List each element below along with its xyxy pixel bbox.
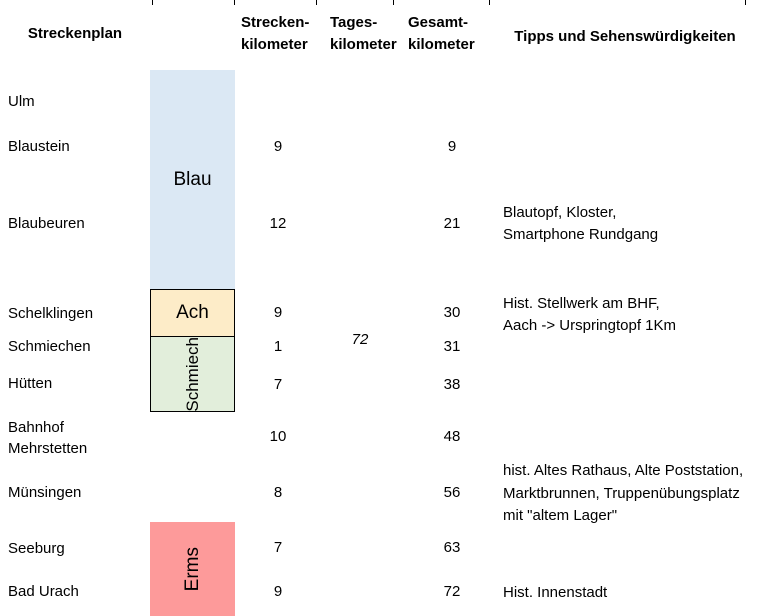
strecken-km-schelklingen: 9 (273, 304, 283, 321)
strecken-km-huetten: 7 (273, 376, 283, 393)
strecken-km-muensingen: 8 (273, 484, 283, 501)
header-strecken-line2: kilometer (241, 36, 308, 53)
tip-blaubeuren-line2: Smartphone Rundgang (503, 226, 659, 243)
header-gesamt-line1: Gesamt- (408, 14, 469, 31)
column-boundary-tick (745, 0, 746, 5)
column-boundary-tick (152, 0, 153, 5)
station-huetten: Hütten (8, 375, 53, 392)
station-schelklingen: Schelklingen (8, 305, 94, 322)
tip-blaubeuren-line1: Blautopf, Kloster, (503, 204, 617, 221)
river-bar-blau: Blau (150, 70, 235, 289)
tip-muensingen-line2: Marktbrunnen, Truppenübungsplatz (503, 485, 740, 502)
strecken-km-schmiechen: 1 (273, 338, 283, 355)
header-tages-line1: Tages- (330, 14, 378, 31)
river-label-ach: Ach (176, 302, 209, 323)
tip-bad-urach-line1: Hist. Innenstadt (503, 584, 608, 601)
tip-muensingen-line1: hist. Altes Rathaus, Alte Poststation, (503, 462, 744, 479)
tages-km-total: 72 (351, 331, 369, 348)
station-bad-urach: Bad Urach (8, 583, 79, 600)
station-blaustein: Blaustein (8, 138, 70, 155)
river-label-schmiech: Schmiech (182, 336, 202, 412)
strecken-km-seeburg: 7 (273, 539, 283, 556)
station-seeburg: Seeburg (8, 540, 65, 557)
strecken-km-blaustein: 9 (273, 138, 283, 155)
header-gesamt-kilometer: Gesamt- kilometer (408, 12, 475, 56)
gesamt-km-schmiechen: 31 (443, 338, 461, 355)
station-muensingen: Münsingen (8, 484, 82, 501)
gesamt-km-muensingen: 56 (443, 484, 461, 501)
river-label-blau: Blau (173, 168, 212, 190)
gesamt-km-mehrstetten: 48 (443, 428, 461, 445)
column-boundary-tick (489, 0, 490, 5)
tip-schelklingen-line1: Hist. Stellwerk am BHF, (503, 295, 660, 312)
header-tipps: Tipps und Sehenswürdigkeiten (514, 28, 736, 45)
river-bar-ach: Ach (150, 289, 235, 337)
header-gesamt-line2: kilometer (408, 36, 475, 53)
gesamt-km-huetten: 38 (443, 376, 461, 393)
header-strecken-kilometer: Strecken- kilometer (241, 12, 309, 56)
header-tages-line2: kilometer (330, 36, 397, 53)
column-boundary-tick (234, 0, 235, 5)
gesamt-km-blaubeuren: 21 (443, 215, 461, 232)
station-bahnhof-mehrstetten: Bahnhof Mehrstetten (8, 419, 88, 457)
strecken-km-blaubeuren: 12 (269, 215, 287, 232)
river-bar-schmiech: Schmiech (150, 336, 235, 412)
strecken-km-bad-urach: 9 (273, 583, 283, 600)
river-bar-erms: Erms (150, 522, 235, 616)
header-tages-kilometer: Tages- kilometer (330, 12, 397, 56)
gesamt-km-blaustein: 9 (447, 138, 457, 155)
station-blaubeuren: Blaubeuren (8, 215, 85, 232)
strecken-km-mehrstetten: 10 (269, 428, 287, 445)
tip-muensingen-line3: mit "altem Lager" (503, 507, 618, 524)
header-streckenplan: Streckenplan (27, 25, 123, 42)
tip-schelklingen-line2: Aach -> Urspringtopf 1Km (503, 317, 676, 334)
station-schmiechen: Schmiechen (8, 338, 91, 355)
column-boundary-tick (316, 0, 317, 5)
header-strecken-line1: Strecken- (241, 14, 310, 31)
river-label-erms: Erms (181, 546, 203, 592)
gesamt-km-seeburg: 63 (443, 539, 461, 556)
gesamt-km-schelklingen: 30 (443, 304, 461, 321)
station-ulm: Ulm (8, 93, 35, 110)
gesamt-km-bad-urach: 72 (443, 583, 461, 600)
column-boundary-tick (393, 0, 394, 5)
